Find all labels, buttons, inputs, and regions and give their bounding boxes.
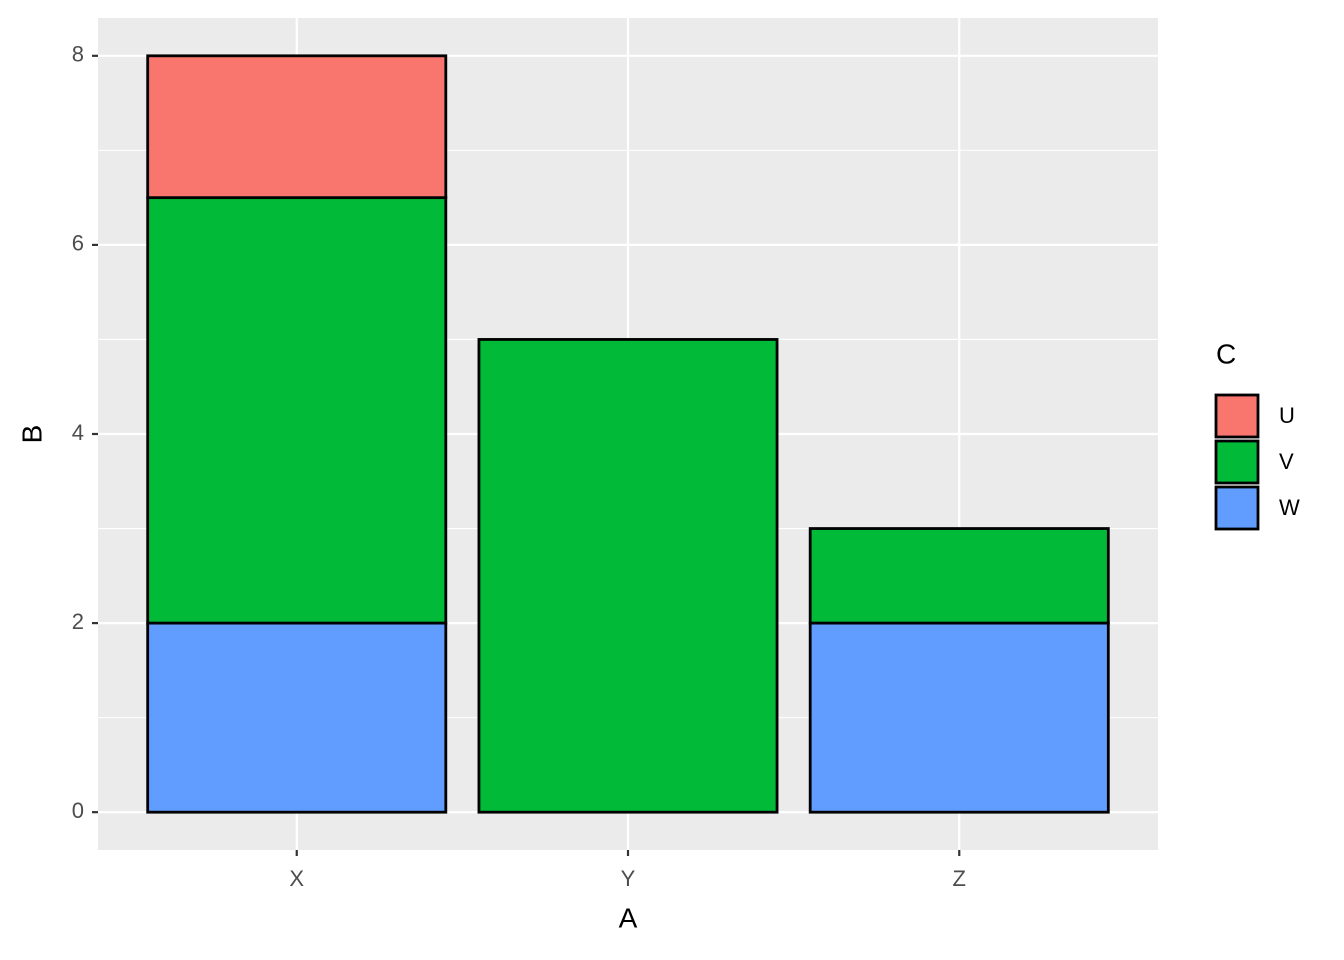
x-tick-label: Z	[953, 866, 966, 891]
legend-label: V	[1279, 449, 1294, 474]
bar-segment	[477, 338, 779, 814]
x-tick-label: X	[289, 866, 304, 891]
y-tick-label: 0	[72, 798, 84, 823]
legend-title: C	[1216, 338, 1236, 369]
legend-label: W	[1279, 495, 1300, 520]
bar-segment	[808, 527, 1110, 625]
legend-key	[1214, 485, 1260, 531]
bar-segment	[146, 54, 448, 200]
legend-label: U	[1279, 403, 1295, 428]
bar-segment	[146, 621, 448, 814]
y-tick-label: 8	[72, 42, 84, 67]
bar-segment	[146, 196, 448, 625]
legend-key	[1214, 439, 1260, 485]
x-tick-label: Y	[621, 866, 636, 891]
legend-key	[1214, 393, 1260, 439]
bar-segment	[808, 621, 1110, 814]
y-tick-label: 2	[72, 609, 84, 634]
y-tick-label: 6	[72, 231, 84, 256]
y-axis-title: B	[16, 425, 47, 444]
y-tick-label: 4	[72, 420, 84, 445]
x-axis-title: A	[619, 902, 638, 933]
